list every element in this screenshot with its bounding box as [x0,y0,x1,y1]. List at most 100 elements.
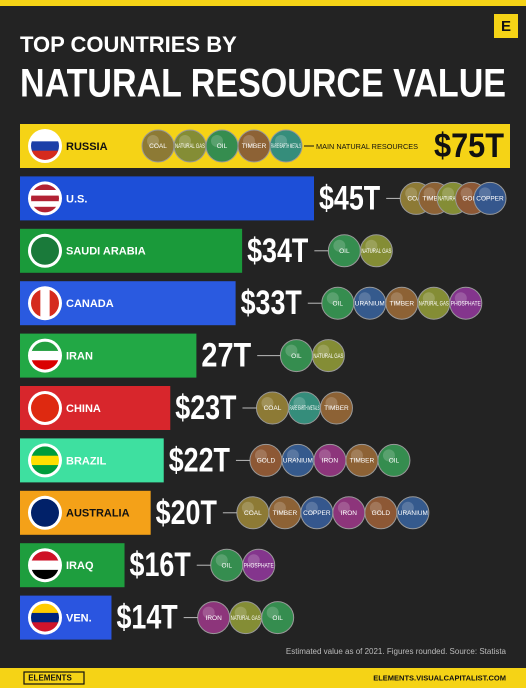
flag-stripe [31,446,59,457]
resource-circle [242,548,276,582]
resource-circle [377,443,411,477]
resource-shine [358,292,371,305]
flag-stripe [31,184,59,191]
resource-shine [479,187,491,200]
resource-shine [247,554,260,567]
flag-stripe [31,465,59,475]
flag-stripe [31,141,59,152]
resource-shine [337,501,350,514]
resources: COAL NATURAL GAS OIL TIMBER RARE EARTH METAL… [141,129,303,163]
chart-subtitle: NATURAL RESOURCE VALUE [20,62,506,106]
resource-label: RARE EARTH METALS [271,143,301,150]
chart-title: TOP COUNTRIES BY [20,32,237,57]
resources-note: MAIN NATURAL RESOURCES [316,144,418,151]
resource-label: COAL [407,196,425,203]
resource-shine [350,449,363,462]
resource-label: GOLD [462,196,481,203]
resource-shine [285,344,298,357]
flag-stripe [49,289,59,318]
flag-stripe [31,498,59,527]
resource-label: IRON [322,458,339,465]
flag-stripe [31,350,59,361]
logo-box [494,14,518,38]
flag-stripe [31,289,41,318]
resource-label: PHOSPHATE [451,300,482,307]
flag-stripe [31,236,59,265]
resource-shine [147,135,159,147]
resource-circle [319,391,353,425]
resource-label: OIL [333,300,344,307]
resource-shine [234,606,247,619]
value-label: $75T [434,127,504,165]
flag-stripe [31,206,59,213]
resource-circle [473,181,507,215]
resources: OIL NATURAL GAS [279,339,345,373]
resource-label: TIMBER [273,510,298,517]
category-label: CHINA [66,403,101,415]
resource-label: OIL [272,615,283,622]
top-strip [0,0,526,6]
resource-shine [266,606,279,619]
resource-label: RARE EARTH METALS [289,405,319,412]
footer-strip [0,668,526,688]
resource-shine [390,292,403,305]
category-label: SAUDI ARABIA [66,246,146,258]
value-label: $14T [116,599,177,637]
resource-shine [423,187,436,200]
resource-label: COAL [244,510,262,517]
resource-label: TIMBER [350,458,375,465]
resources: OIL URANIUM TIMBER NATURAL GAS PHOSPHATE [321,286,483,320]
resource-shine [317,344,330,357]
value-label: $16T [130,546,191,584]
resource-shine [179,135,191,147]
flag-stripe [31,455,59,466]
resource-label: OIL [339,248,350,255]
resources: COAL RARE EARTH METALS TIMBER [255,391,353,425]
flag-stripe [31,612,59,623]
resource-label: NATURAL GAS [231,615,261,622]
resource-shine [261,397,274,409]
resource-shine [241,501,254,514]
resource-label: PHOSPHATE [244,562,275,569]
flag-stripe [31,150,59,160]
resource-label: COAL [264,405,282,412]
flag-stripe [40,289,51,318]
resource-label: OIL [389,458,400,465]
resource-shine [401,501,414,514]
resources: COAL TIMBER COPPER IRON GOLD URANIUM [236,496,430,530]
resource-shine [286,449,299,462]
resource-circle [311,339,345,373]
resource-shine [365,239,378,252]
category-label: AUSTRALIA [66,508,130,520]
resource-shine [382,449,395,462]
resource-label: TIMBER [390,300,415,307]
category-label: U.S. [66,193,87,205]
resource-shine [293,397,306,409]
category-label: BRAZIL [66,455,107,467]
flag-stripe [31,569,59,580]
resource-shine [460,187,473,200]
resource-label: COAL [149,143,167,150]
value-label: $22T [169,441,230,479]
resource-label: NATURAL GAS [419,300,449,307]
flag-stripe [31,551,59,562]
resource-circle [269,129,303,163]
resource-circle [261,601,295,635]
resource-shine [254,449,267,462]
resource-shine [273,501,286,514]
resource-label: URANIUM [398,510,428,517]
category-label: IRAN [66,351,93,363]
resource-shine [333,239,346,252]
value-label: $33T [241,284,302,322]
resource-label: IRON [206,615,223,622]
flag-stripe [31,201,59,208]
flag-stripe [31,622,59,632]
resource-label: URANIUM [283,458,313,465]
brand: ELEMENTS [28,674,72,683]
resource-label: OIL [217,143,228,150]
resource-label: NATURAL GAS [438,196,468,203]
brand-box [23,671,85,685]
value-label: $20T [156,494,217,532]
resource-label: TIMBER [422,196,447,203]
